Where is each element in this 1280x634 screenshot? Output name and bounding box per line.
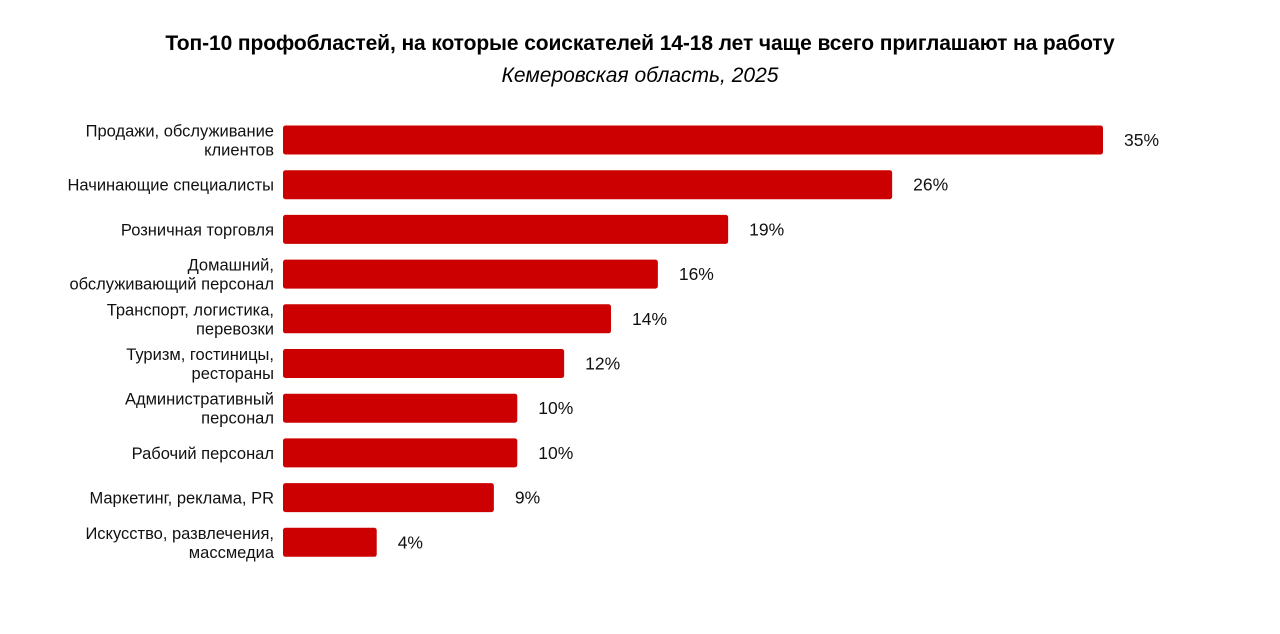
category-label-line: Искусство, развлечения,: [85, 525, 274, 543]
data-label: 35%: [1124, 130, 1159, 150]
bar: [283, 393, 518, 423]
bar: [283, 214, 729, 244]
category-label: Начинающие специалисты: [68, 177, 274, 195]
category-label-line: Продажи, обслуживание: [86, 123, 274, 141]
category-label-line: Туризм, гостиницы,: [126, 346, 274, 364]
data-label: 26%: [913, 175, 948, 195]
category-label-line: Транспорт, логистика,: [107, 301, 274, 319]
category-label: Рабочий персонал: [132, 445, 274, 463]
chart-subtitle: Кемеровская область, 2025: [501, 64, 779, 87]
category-label-line: перевозки: [196, 320, 274, 338]
category-label-line: Административный: [125, 391, 274, 409]
data-label: 4%: [398, 532, 423, 552]
bar: [283, 259, 658, 289]
category-label-line: рестораны: [192, 365, 274, 383]
category-label: Транспорт, логистика, перевозки: [107, 301, 274, 338]
bar: [283, 349, 565, 378]
data-label: 14%: [632, 309, 667, 329]
bar: [283, 170, 893, 200]
bar: [283, 483, 494, 513]
category-label-line: обслуживающий персонал: [69, 276, 274, 294]
category-label-line: массмедиа: [189, 544, 275, 562]
category-label-line: Начинающие специалисты: [68, 177, 274, 195]
category-label: Административный персонал: [125, 391, 274, 428]
category-label: Домашний, обслуживающий персонал: [69, 257, 274, 294]
category-label-line: Домашний,: [188, 257, 274, 275]
category-label-line: клиентов: [204, 142, 274, 160]
data-label: 19%: [749, 219, 784, 239]
bar: [283, 125, 1103, 155]
bar: [283, 304, 611, 334]
data-label: 10%: [538, 398, 573, 418]
data-label: 12%: [585, 354, 620, 374]
category-label-line: Маркетинг, реклама, PR: [89, 490, 274, 508]
data-label: 16%: [679, 264, 714, 284]
category-label: Туризм, гостиницы, рестораны: [126, 346, 274, 383]
category-label: Маркетинг, реклама, PR: [89, 490, 274, 508]
bar: [283, 438, 518, 468]
bar: [283, 527, 377, 557]
data-label: 9%: [515, 488, 540, 508]
category-label: Розничная торговля: [121, 221, 274, 239]
category-label: Искусство, развлечения, массмедиа: [85, 525, 274, 562]
category-label-line: Розничная торговля: [121, 221, 274, 239]
chart-title: Топ-10 профобластей, на которые соискате…: [165, 32, 1115, 55]
category-label-line: Рабочий персонал: [132, 445, 274, 463]
category-label: Продажи, обслуживание клиентов: [86, 123, 275, 160]
data-label: 10%: [538, 443, 573, 463]
category-label-line: персонал: [201, 410, 274, 428]
